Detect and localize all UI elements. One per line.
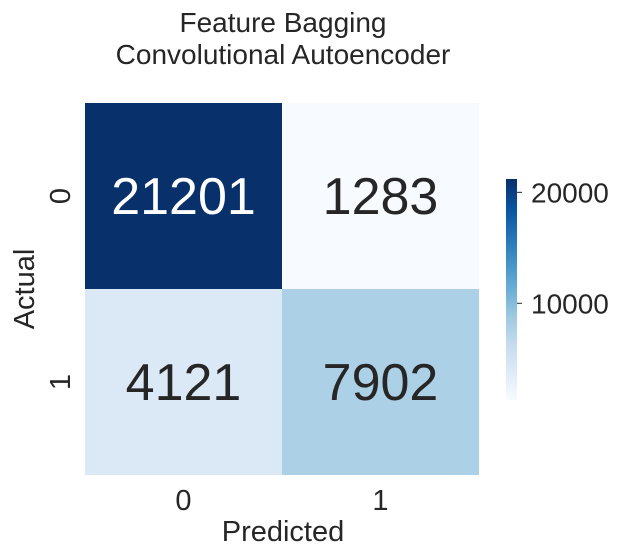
colorbar-tick-label-1: 20000 xyxy=(531,177,609,208)
heatmap-cell-value-1-1: 7902 xyxy=(323,354,439,412)
heatmap-cell-1-0 xyxy=(85,289,282,475)
y-tick-label-0: 0 xyxy=(45,188,77,204)
y-tick-label-1: 1 xyxy=(45,374,77,390)
heatmap-cell-1-1 xyxy=(282,289,479,475)
heatmap-cell-value-0-1: 1283 xyxy=(323,168,439,226)
colorbar-tick-label-0: 10000 xyxy=(531,288,609,319)
heatmap-cell-labels: 21201 1283 4121 7902 xyxy=(111,168,438,412)
colorbar-ticks: 10000 20000 xyxy=(517,177,609,319)
heatmap-cell-0-0 xyxy=(85,103,282,289)
heatmap-cell-value-0-0: 21201 xyxy=(111,168,256,226)
x-axis-label: Predicted xyxy=(222,516,345,548)
heatmap-cell-value-1-0: 4121 xyxy=(126,354,242,412)
y-axis-label: Actual xyxy=(9,249,41,330)
x-tick-label-0: 0 xyxy=(175,485,191,517)
colorbar xyxy=(506,179,517,400)
heatmap-cells xyxy=(85,103,479,475)
chart-title-line-1: Feature Bagging xyxy=(179,7,386,38)
x-tick-label-1: 1 xyxy=(372,485,388,517)
y-axis-ticks: 01 xyxy=(45,188,77,390)
chart-title-line-2: Convolutional Autoencoder xyxy=(116,39,451,70)
heatmap-cell-0-1 xyxy=(282,103,479,289)
